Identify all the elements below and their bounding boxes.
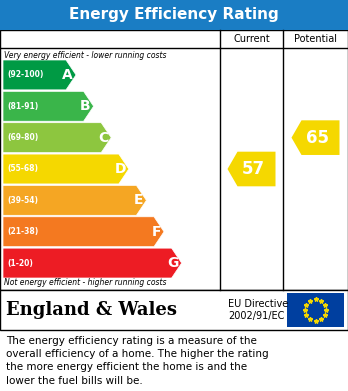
Bar	[287, 293, 344, 327]
Text: England & Wales: England & Wales	[6, 301, 177, 319]
Polygon shape	[3, 123, 111, 152]
Text: 65: 65	[306, 129, 329, 147]
Text: (69-80): (69-80)	[7, 133, 38, 142]
Polygon shape	[3, 154, 129, 184]
Bar	[0, 0, 348, 30]
Text: The energy efficiency rating is a measure of the
overall efficiency of a home. T: The energy efficiency rating is a measur…	[6, 336, 269, 386]
Polygon shape	[3, 185, 147, 215]
Polygon shape	[3, 248, 182, 278]
Text: G: G	[167, 256, 179, 270]
Polygon shape	[3, 91, 94, 121]
Text: (39-54): (39-54)	[7, 196, 38, 205]
Text: (1-20): (1-20)	[7, 258, 33, 267]
Text: D: D	[114, 162, 126, 176]
Text: (21-38): (21-38)	[7, 227, 38, 236]
Polygon shape	[228, 152, 276, 187]
Bar	[0, 30, 348, 290]
Polygon shape	[3, 217, 164, 247]
Text: A: A	[62, 68, 73, 82]
Text: Energy Efficiency Rating: Energy Efficiency Rating	[69, 7, 279, 23]
Text: Not energy efficient - higher running costs: Not energy efficient - higher running co…	[4, 278, 166, 287]
Bar	[0, 290, 348, 330]
Polygon shape	[292, 120, 340, 155]
Text: EU Directive: EU Directive	[228, 299, 288, 309]
Text: F: F	[151, 225, 161, 239]
Text: Very energy efficient - lower running costs: Very energy efficient - lower running co…	[4, 51, 166, 60]
Polygon shape	[3, 60, 76, 90]
Text: Potential: Potential	[294, 34, 337, 44]
Text: Current: Current	[233, 34, 270, 44]
Text: 2002/91/EC: 2002/91/EC	[228, 311, 284, 321]
Text: C: C	[98, 131, 108, 145]
Text: 57: 57	[242, 160, 265, 178]
Text: E: E	[134, 194, 143, 207]
Text: (92-100): (92-100)	[7, 70, 44, 79]
Text: (55-68): (55-68)	[7, 165, 38, 174]
Text: (81-91): (81-91)	[7, 102, 38, 111]
Text: B: B	[80, 99, 90, 113]
